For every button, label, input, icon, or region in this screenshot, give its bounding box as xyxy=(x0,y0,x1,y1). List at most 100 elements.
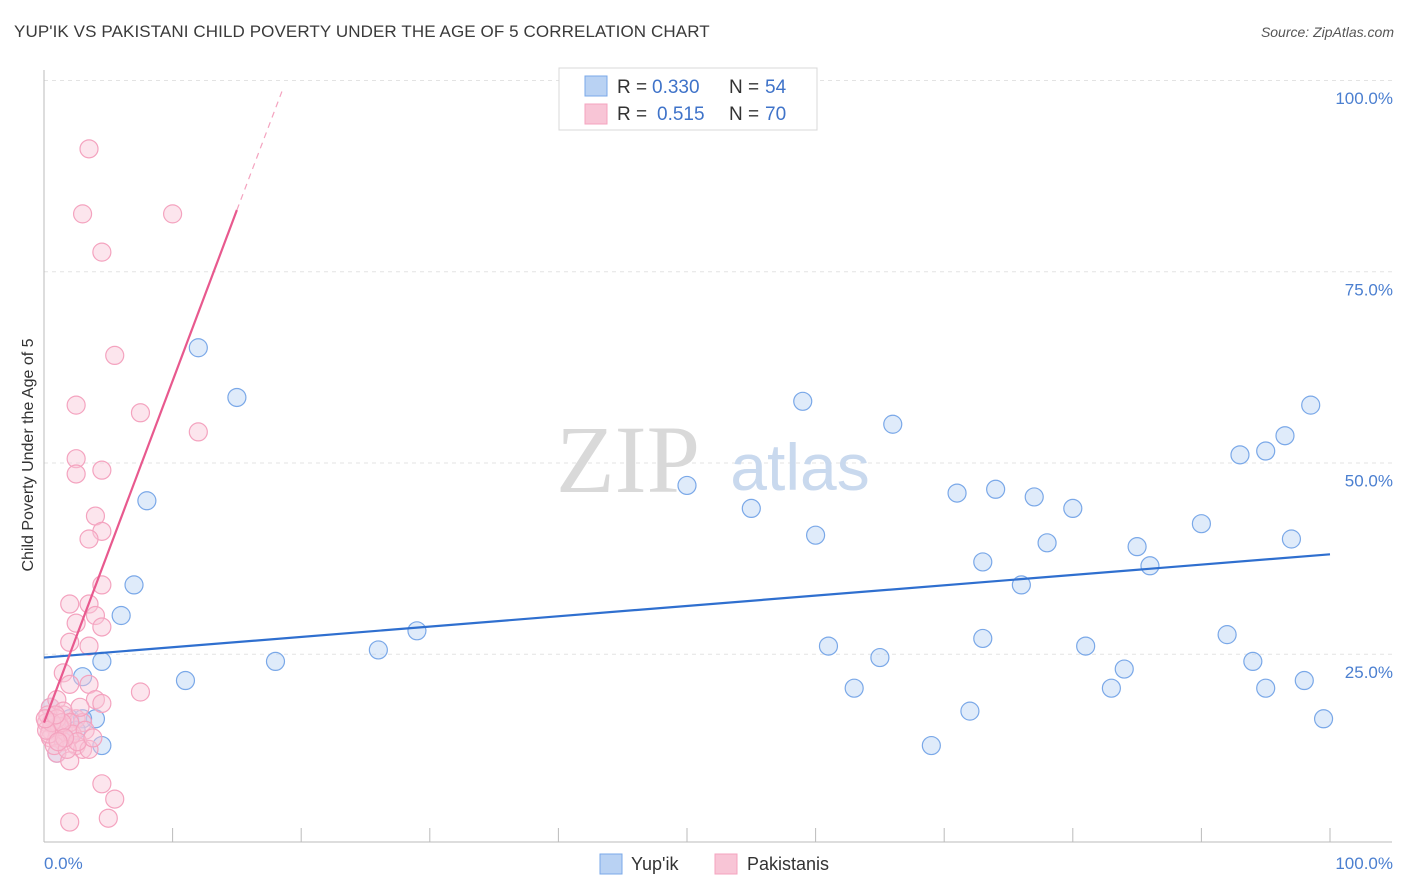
legend-n-value-yupik: 54 xyxy=(765,77,787,98)
point-yupik-40 xyxy=(1101,678,1121,698)
point-pakistanis-1 xyxy=(72,204,93,224)
y-tick-labels: 100.0% 75.0% 50.0% 25.0% xyxy=(1335,89,1393,682)
point-pakistanis-15 xyxy=(60,594,80,614)
point-yupik-23 xyxy=(124,575,144,595)
point-yupik-19 xyxy=(1037,533,1057,553)
point-pakistanis-25 xyxy=(130,682,151,702)
point-yupik-6 xyxy=(1256,441,1276,461)
grid-lines xyxy=(44,80,1392,655)
point-pakistanis-69 xyxy=(48,732,68,752)
point-pakistanis-19 xyxy=(92,617,112,637)
point-yupik-32 xyxy=(92,651,112,672)
point-yupik-46 xyxy=(1313,709,1334,729)
point-pakistanis-8 xyxy=(66,449,86,469)
bottom-legend-label-pakistanis: Pakistanis xyxy=(747,854,829,874)
legend-r-label-pakistanis: R = xyxy=(617,104,647,125)
point-yupik-13 xyxy=(741,498,761,518)
trend-lines xyxy=(42,91,1331,723)
point-pakistanis-47 xyxy=(105,789,125,809)
legend-swatch-yupik xyxy=(584,75,608,97)
point-yupik-7 xyxy=(1230,445,1250,465)
point-pakistanis-27 xyxy=(92,693,112,714)
point-yupik-18 xyxy=(1127,537,1147,557)
legend-r-label-yupik: R = xyxy=(617,77,647,98)
point-pakistanis-23 xyxy=(60,674,80,694)
point-yupik-17 xyxy=(1281,529,1302,549)
watermark-zip: ZIP xyxy=(556,406,700,513)
point-yupik-39 xyxy=(844,678,864,698)
source-label: Source: ZipAtlas.com xyxy=(1260,24,1394,40)
point-yupik-5 xyxy=(1275,426,1295,446)
y-tick-label-1: 75.0% xyxy=(1345,280,1393,299)
point-yupik-38 xyxy=(1294,670,1314,691)
point-yupik-4 xyxy=(1301,395,1321,415)
point-pakistanis-21 xyxy=(79,636,99,656)
point-yupik-20 xyxy=(973,552,993,572)
point-yupik-35 xyxy=(1114,659,1134,679)
point-yupik-12 xyxy=(1063,498,1083,518)
point-yupik-16 xyxy=(1191,514,1212,534)
watermark-atlas: atlas xyxy=(730,430,869,504)
legend-r-value-pakistanis: 0.515 xyxy=(657,104,705,125)
point-yupik-11 xyxy=(1024,487,1044,507)
point-pakistanis-7 xyxy=(188,422,208,442)
point-pakistanis-67 xyxy=(83,728,103,748)
point-yupik-25 xyxy=(407,621,427,641)
point-yupik-28 xyxy=(818,636,839,656)
y-tick-label-0: 100.0% xyxy=(1335,89,1393,108)
point-pakistanis-46 xyxy=(92,774,112,794)
bottom-legend-label-yupik: Yup'ik xyxy=(631,854,679,874)
point-yupik-47 xyxy=(921,735,941,756)
point-yupik-33 xyxy=(870,647,890,668)
point-yupik-41 xyxy=(1256,678,1276,698)
point-yupik-14 xyxy=(805,525,826,545)
x-tick-label-min: 0.0% xyxy=(44,854,83,873)
point-pakistanis-13 xyxy=(79,529,99,549)
point-pakistanis-4 xyxy=(105,345,125,365)
point-yupik-42 xyxy=(960,701,980,721)
point-pakistanis-0 xyxy=(79,139,99,159)
y-tick-label-3: 25.0% xyxy=(1345,663,1393,682)
chart-title: YUP'IK VS PAKISTANI CHILD POVERTY UNDER … xyxy=(14,22,710,41)
point-pakistanis-64 xyxy=(67,732,88,752)
x-tick-label-max: 100.0% xyxy=(1335,854,1393,873)
series-pakistanis-points xyxy=(35,139,208,832)
point-yupik-27 xyxy=(265,651,286,672)
legend-n-value-pakistanis: 70 xyxy=(765,104,786,125)
y-axis-label: Child Poverty Under the Age of 5 xyxy=(20,338,37,571)
point-yupik-10 xyxy=(986,479,1006,499)
point-pakistanis-48 xyxy=(60,812,80,832)
point-yupik-26 xyxy=(368,640,388,660)
point-yupik-2 xyxy=(793,391,813,411)
bottom-legend-swatch-yupik xyxy=(599,853,623,875)
point-pakistanis-43 xyxy=(79,739,99,759)
point-pakistanis-60 xyxy=(70,697,90,717)
point-yupik-1 xyxy=(227,387,247,408)
point-yupik-29 xyxy=(973,628,993,649)
bottom-legend-swatch-pakistanis xyxy=(714,853,738,875)
point-yupik-37 xyxy=(175,670,196,691)
point-pakistanis-59 xyxy=(75,720,95,740)
point-yupik-3 xyxy=(883,414,903,434)
point-pakistanis-49 xyxy=(98,808,118,828)
point-yupik-31 xyxy=(1217,625,1237,645)
x-tick-marks xyxy=(43,828,1331,842)
legend-swatch-pakistanis xyxy=(584,103,608,125)
point-yupik-24 xyxy=(111,605,131,626)
point-pakistanis-10 xyxy=(92,460,112,480)
legend-r-value-yupik: 0.330 xyxy=(652,77,700,98)
legend-n-label-yupik: N = xyxy=(729,77,759,98)
series-yupik-points xyxy=(40,338,1334,763)
point-pakistanis-55 xyxy=(44,735,64,756)
point-yupik-9 xyxy=(947,483,967,503)
point-pakistanis-6 xyxy=(66,395,86,415)
point-yupik-21 xyxy=(1140,556,1160,576)
bottom-legend: Yup'ik Pakistanis xyxy=(599,853,829,875)
trend-line-yupik xyxy=(43,553,1331,659)
point-yupik-0 xyxy=(188,338,208,358)
point-pakistanis-9 xyxy=(66,464,86,484)
point-yupik-8 xyxy=(677,475,697,496)
point-pakistanis-3 xyxy=(92,242,112,262)
legend-n-label-pakistanis: N = xyxy=(729,104,759,125)
point-pakistanis-45 xyxy=(60,751,80,771)
